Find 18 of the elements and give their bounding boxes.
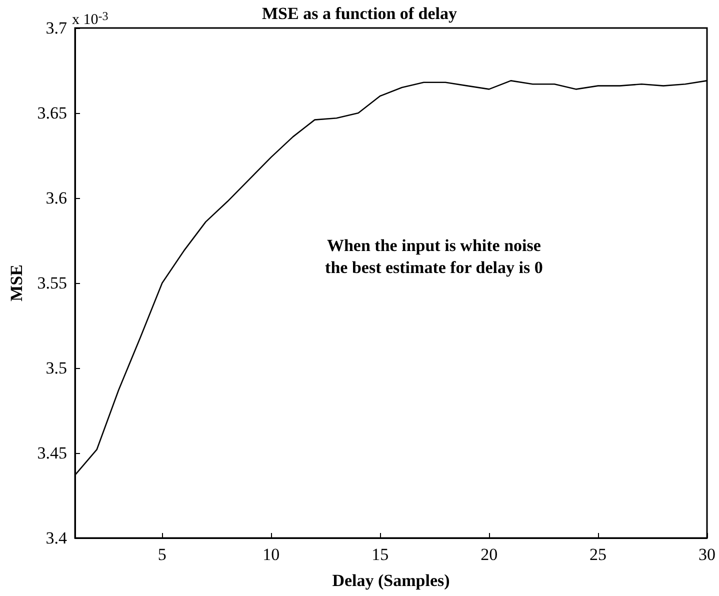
y-tick-label: 3.45 [37, 444, 67, 462]
y-tick-label: 3.6 [46, 188, 67, 208]
chart-title: MSE as a function of delay [262, 4, 458, 23]
y-tick-label: 3.65 [37, 104, 67, 122]
y-tick-label: 3.5 [46, 358, 67, 378]
annotation: the best estimate for delay is 0 [325, 258, 543, 278]
x-tick-label: 20 [480, 545, 498, 564]
annotation: When the input is white noise [326, 236, 542, 256]
y-tick-label: 3.4 [46, 528, 68, 548]
x-tick-label: 30 [698, 545, 716, 564]
x-tick-label: 5 [158, 545, 166, 564]
y-tick-label: 3.7 [46, 18, 68, 38]
x-tick-label: 15 [372, 545, 389, 564]
x-tick-label: 10 [262, 545, 280, 564]
y-tick-label: 3.55 [37, 274, 67, 292]
x-axis-title: Delay (Samples) [332, 571, 450, 590]
x-tick-label: 25 [590, 545, 607, 564]
y-axis-title: MSE [7, 264, 26, 302]
